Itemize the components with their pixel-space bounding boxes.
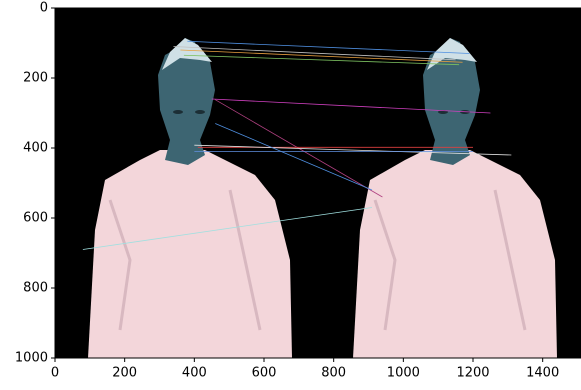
y-tick-label: 1000 <box>15 351 48 366</box>
x-tick-label: 800 <box>321 366 346 381</box>
y-tick-label: 200 <box>23 71 48 86</box>
y-tick-label: 600 <box>23 211 48 226</box>
x-tick-label: 0 <box>51 366 59 381</box>
chart: 0 200 400 600 800 1000 1200 1400 0 200 400 600 800 10… <box>0 0 581 390</box>
x-tick-label: 1400 <box>526 366 559 381</box>
x-tick-label: 600 <box>252 366 277 381</box>
y-tick-label: 400 <box>23 141 48 156</box>
y-tick-label: 0 <box>40 1 48 16</box>
x-tick-label: 400 <box>182 366 207 381</box>
x-tick-label: 200 <box>112 366 137 381</box>
y-tick-label: 800 <box>23 281 48 296</box>
image <box>55 8 581 358</box>
x-tick-label: 1000 <box>387 366 420 381</box>
x-tick-label: 1200 <box>456 366 489 381</box>
